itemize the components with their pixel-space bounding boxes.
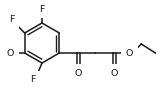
- Text: O: O: [126, 49, 133, 57]
- Text: O: O: [7, 49, 14, 57]
- Text: O: O: [111, 69, 118, 77]
- Text: O: O: [75, 69, 82, 77]
- Text: F: F: [9, 15, 14, 24]
- Text: F: F: [30, 76, 36, 85]
- Text: F: F: [39, 4, 45, 13]
